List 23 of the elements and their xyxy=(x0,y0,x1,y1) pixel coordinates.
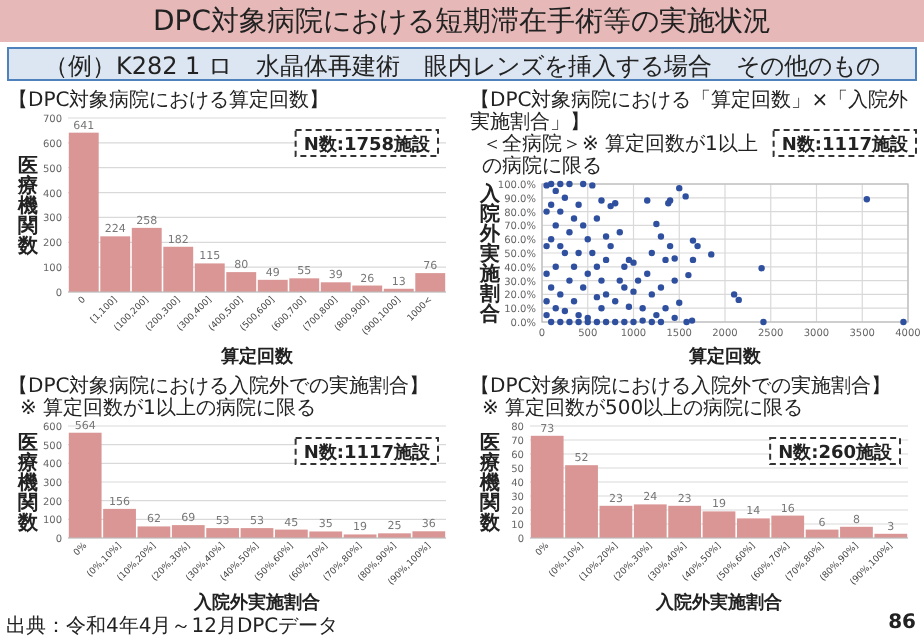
chart-title: 【DPC対象病院における入院外での実施割合】 xyxy=(8,374,430,398)
text: DPC対象病院における短期滞在手術等の実施状況 xyxy=(153,6,771,38)
y-axis-title: 医療機関数 xyxy=(16,431,40,535)
chart-title: 【DPC対象病院における「算定回数」×「入院外実施割合」】 xyxy=(470,88,909,134)
y-axis-title: 医療機関数 xyxy=(478,431,502,535)
x-axis-title: 算定回数 xyxy=(219,346,295,368)
text: N数:1117施設 xyxy=(781,134,910,156)
text: （例）K282 1 ロ 水晶体再建術 眼内レンズを挿入する場合 その他のもの xyxy=(43,52,881,80)
x-axis-title: 入院外実施割合 xyxy=(192,592,322,614)
chart-subtitle: ※ 算定回数が1以上の病院に限る xyxy=(20,396,316,420)
chart-title: 【DPC対象病院における算定回数】 xyxy=(8,88,330,112)
annotation: N数:1117施設 xyxy=(303,442,432,464)
y-axis-title: 医療機関数 xyxy=(16,154,40,258)
annotation: N数:260施設 xyxy=(778,442,894,464)
y-axis-title: 入院外実施割合 xyxy=(478,182,502,326)
chart-subtitle: ※ 算定回数が500以上の病院に限る xyxy=(482,396,804,420)
x-axis-title: 入院外実施割合 xyxy=(654,592,784,614)
source-note: 出典：令和4年4月～12月DPCデータ xyxy=(6,614,339,638)
annotation: N数:1758施設 xyxy=(303,134,432,156)
x-axis-title: 算定回数 xyxy=(687,346,763,368)
text: 86 xyxy=(888,612,917,634)
chart-title: 【DPC対象病院における入院外での実施割合】 xyxy=(470,374,892,398)
chart-subtitle: ＜全病院＞※ 算定回数が1以上の病院に限る xyxy=(482,132,758,178)
